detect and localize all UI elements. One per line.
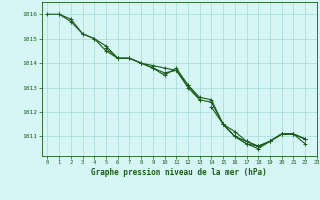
X-axis label: Graphe pression niveau de la mer (hPa): Graphe pression niveau de la mer (hPa) [91,168,267,177]
